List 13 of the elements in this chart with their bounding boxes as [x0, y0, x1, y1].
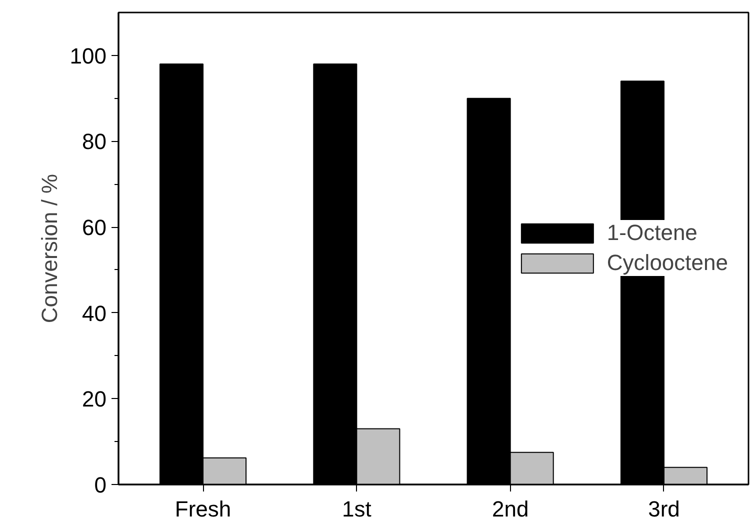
x-tick-label: 2nd	[492, 496, 529, 522]
y-tick-label: 20	[82, 386, 107, 412]
y-tick-label: 80	[82, 129, 107, 154]
y-tick-label: 60	[82, 215, 107, 240]
y-tick-label: 100	[70, 43, 107, 68]
x-tick-label: 1st	[342, 496, 372, 522]
legend-label: Cyclooctene	[606, 250, 728, 276]
x-tick-label: 3rd	[648, 496, 680, 522]
y-axis-title: Conversion / %	[36, 174, 62, 324]
legend-label: 1-Octene	[606, 220, 698, 246]
y-tick-label: 40	[82, 300, 107, 326]
y-tick-label: 0	[94, 472, 107, 498]
x-tick-label: Fresh	[174, 496, 232, 522]
